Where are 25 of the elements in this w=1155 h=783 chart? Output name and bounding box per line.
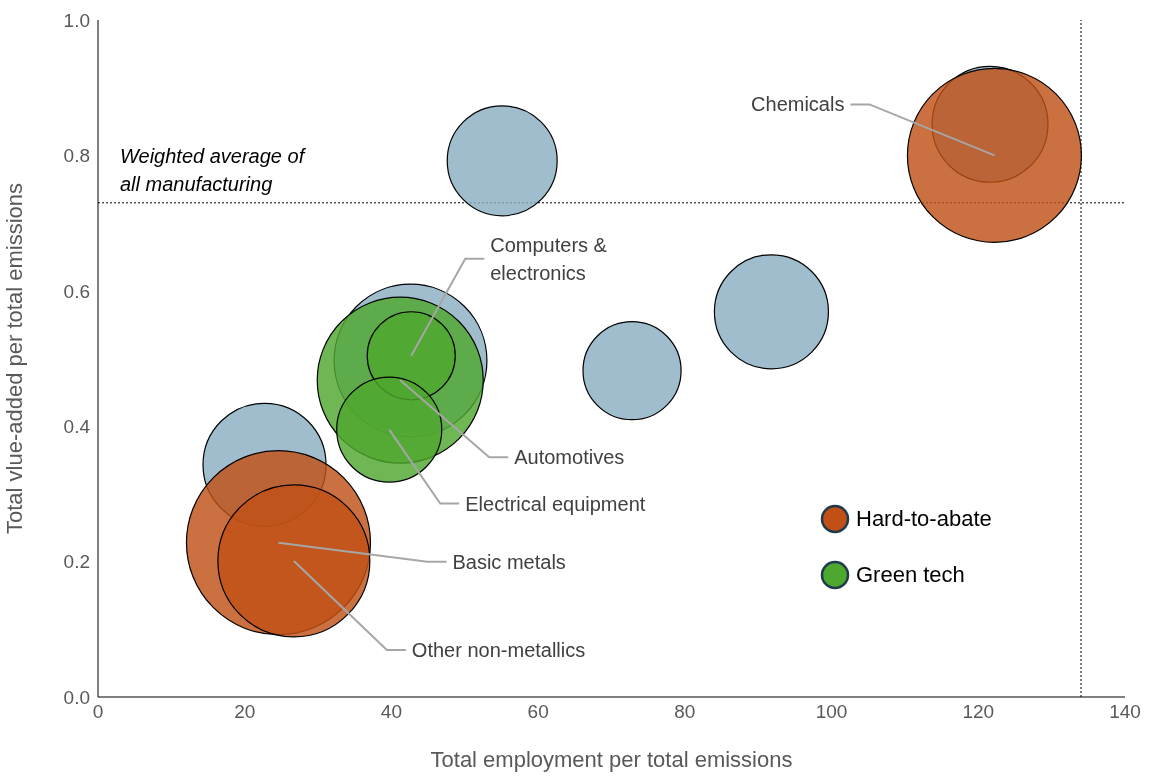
- y-tick-label: 0.4: [63, 415, 91, 437]
- y-tick-label: 0.8: [63, 145, 90, 167]
- annotation: Other non-metallics: [411, 638, 586, 661]
- x-axis-title: Total employment per total emissions: [430, 747, 793, 772]
- x-tick-label: 20: [234, 701, 256, 723]
- y-tick-label: 0.2: [63, 551, 90, 573]
- x-tick-label: 40: [380, 701, 402, 723]
- annotation: Computers & electronics: [490, 233, 608, 284]
- legend-label: Green tech: [856, 562, 965, 588]
- annotation: Automotives: [514, 446, 625, 469]
- annotation: Electrical equipment: [465, 492, 646, 515]
- y-tick-label: 0.6: [63, 280, 90, 302]
- legend-label: Hard-to-abate: [856, 506, 992, 532]
- x-tick-label: 140: [1109, 701, 1141, 723]
- y-tick-label: 0.0: [63, 686, 90, 708]
- x-tick-label: 120: [962, 701, 995, 723]
- y-tick-label: 1.0: [63, 9, 90, 31]
- annotation: Chemicals: [751, 93, 845, 116]
- y-axis-title: Total vlue-added per total emissions: [1, 183, 27, 534]
- ref-line-label: Weighted average of all manufacturing: [120, 144, 307, 195]
- x-tick-label: 60: [527, 701, 549, 723]
- x-tick-label: 0: [92, 701, 104, 723]
- x-tick-label: 100: [815, 701, 848, 723]
- annotation: Basic metals: [452, 550, 566, 573]
- x-tick-label: 80: [674, 701, 696, 723]
